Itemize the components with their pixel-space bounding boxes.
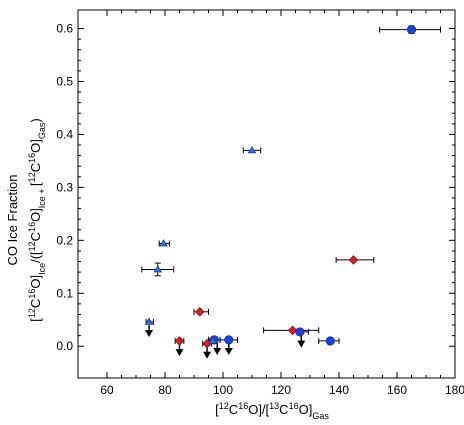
data-point-circle (406, 24, 417, 35)
x-tick-label: 100 (213, 383, 233, 397)
x-axis-title: [12C16O]/[13C16O]Gas (215, 401, 329, 421)
data-point-triangle (159, 239, 168, 247)
data-point-triangle (208, 336, 218, 344)
x-tick-label: 140 (329, 383, 349, 397)
data-point-triangle (247, 145, 257, 154)
upper-limit-arrow (203, 351, 212, 359)
x-tick-label: 60 (100, 383, 114, 397)
upper-limit-arrow (224, 348, 233, 356)
upper-limit-arrow (297, 340, 306, 348)
upper-limit-arrow (145, 330, 154, 338)
x-tick-label: 120 (271, 383, 291, 397)
y-tick-label: 0.5 (56, 74, 73, 88)
error-bars (141, 25, 441, 347)
y-tick-label: 0.1 (56, 286, 73, 300)
y-axis-title-line2: [12C16O]Ice/([12C16O]Ice + [12C16O]Gas) (27, 118, 47, 321)
x-tick-label: 160 (387, 383, 407, 397)
upper-limit-arrow (213, 348, 222, 356)
y-axis-ticks: 0.0 0.1 0.2 0.3 0.4 0.5 0.6 (56, 22, 455, 353)
x-axis-ticks: 60 80 100 120 140 160 180 (100, 10, 464, 397)
y-axis-title-line1: CO Ice Fraction (5, 174, 20, 265)
data-point-diamond (174, 336, 185, 346)
x-tick-label: 180 (445, 383, 464, 397)
data-point-diamond (287, 325, 298, 336)
data-point-diamond (195, 307, 205, 317)
y-tick-label: 0.2 (56, 233, 73, 247)
y-tick-label: 0.4 (56, 127, 73, 141)
data-point-triangle (144, 317, 154, 325)
data-markers (144, 24, 417, 349)
data-point-circle (325, 336, 335, 346)
x-tick-label: 80 (158, 383, 172, 397)
y-tick-label: 0.6 (56, 22, 73, 36)
data-point-triangle (153, 265, 163, 273)
upper-limit-arrow (175, 349, 184, 357)
data-point-diamond (348, 255, 359, 265)
plot-frame (77, 9, 456, 379)
y-tick-label: 0.0 (56, 339, 73, 353)
data-point-circle (295, 327, 305, 337)
y-tick-label: 0.3 (56, 180, 73, 194)
upper-limit-arrows (145, 325, 306, 359)
data-point-circle (224, 335, 234, 345)
